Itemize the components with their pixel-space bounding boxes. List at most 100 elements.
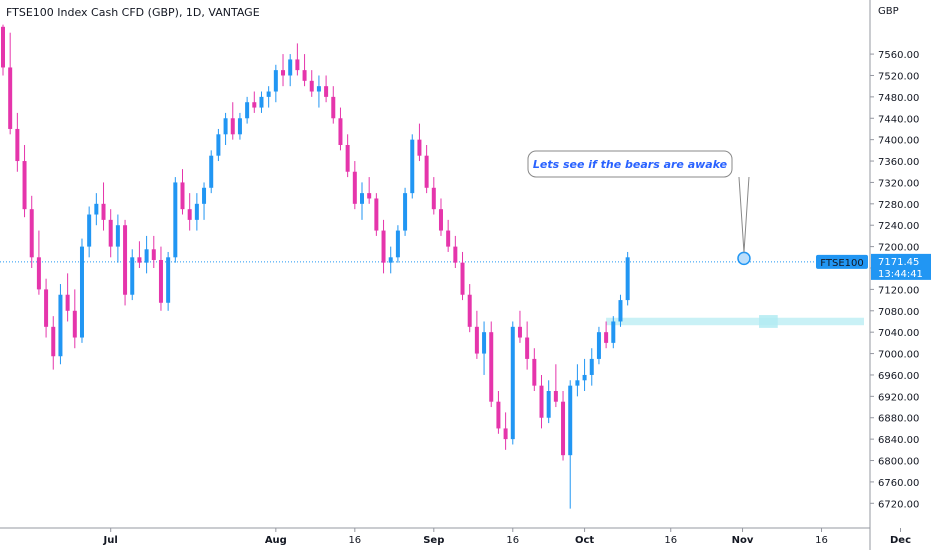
candle	[510, 321, 515, 445]
candle	[309, 70, 314, 97]
callout-pointer-mask	[739, 176, 748, 178]
candle	[8, 32, 13, 135]
candle	[568, 380, 573, 509]
candle-body	[94, 203, 99, 215]
candle-body	[611, 321, 616, 343]
candle	[417, 123, 422, 162]
candle	[374, 193, 379, 236]
last-price-value: 7171.45	[878, 257, 919, 268]
candle	[345, 134, 350, 178]
candle-body	[230, 118, 235, 135]
candle-body	[187, 209, 192, 220]
candle-body	[403, 193, 408, 231]
y-tick-label: 6920.00	[878, 392, 919, 403]
y-tick-label: 7080.00	[878, 307, 919, 318]
candle-body	[532, 358, 537, 386]
candle	[496, 391, 501, 434]
candle	[87, 206, 92, 258]
x-tick-label: 16	[815, 535, 828, 546]
candle	[223, 112, 228, 145]
candle	[489, 321, 494, 408]
candle-body	[144, 249, 149, 263]
candle	[460, 251, 465, 301]
candle-body	[388, 257, 393, 263]
x-tick-label: Aug	[265, 535, 287, 546]
candle	[539, 374, 544, 429]
candle	[302, 54, 307, 87]
candle-body	[237, 118, 242, 135]
candle-body	[424, 155, 429, 188]
candle-body	[446, 230, 451, 247]
candle	[158, 246, 163, 311]
bar-countdown: 13:44:41	[878, 269, 923, 280]
support-zone-layer	[606, 315, 864, 328]
candle	[381, 219, 386, 274]
candle	[72, 289, 77, 349]
candle	[151, 235, 156, 268]
candle-body	[338, 118, 343, 145]
candle-body	[1, 26, 5, 68]
symbol-tag-label: FTSE100	[820, 258, 863, 269]
y-tick-label: 6760.00	[878, 478, 919, 489]
candle-body	[517, 326, 522, 338]
candle	[29, 195, 34, 268]
y-tick-label: 7280.00	[878, 200, 919, 211]
candle-body	[474, 326, 479, 354]
candle	[94, 193, 99, 226]
candle	[144, 235, 149, 274]
candle	[589, 348, 594, 386]
candle	[360, 182, 364, 220]
candle	[517, 310, 522, 343]
x-tick-label: Nov	[732, 535, 754, 546]
candle	[273, 64, 278, 103]
x-tick-label: Oct	[575, 535, 594, 546]
candle	[611, 316, 616, 349]
candle	[388, 246, 393, 274]
candle	[1, 24, 5, 76]
candle	[403, 187, 408, 236]
candle-body	[123, 225, 128, 295]
currency-label: GBP	[878, 6, 899, 17]
zone-band	[606, 317, 864, 326]
candle	[453, 235, 458, 268]
candle-body	[367, 193, 372, 199]
symbol-tag	[816, 254, 868, 269]
candle	[525, 321, 530, 370]
candle	[123, 219, 128, 306]
candle	[202, 182, 207, 220]
candle-body	[489, 332, 494, 402]
candle-body	[417, 139, 422, 156]
candle-body	[101, 203, 106, 220]
candle	[324, 75, 329, 103]
candle	[281, 54, 286, 87]
candle-body	[180, 182, 185, 210]
candle	[503, 412, 508, 450]
candle	[108, 209, 113, 258]
candle-body	[431, 187, 436, 210]
y-tick-label: 7040.00	[878, 328, 919, 339]
candle-body	[8, 67, 13, 129]
candle-body	[259, 96, 264, 108]
y-tick-label: 7520.00	[878, 71, 919, 82]
candle	[561, 391, 566, 461]
candle-body	[496, 401, 501, 429]
candle-body	[15, 128, 20, 162]
candle	[438, 198, 443, 236]
candle	[36, 230, 41, 295]
candle-body	[295, 59, 300, 71]
candle-body	[467, 294, 472, 327]
candle	[618, 294, 623, 327]
y-tick-label: 6720.00	[878, 499, 919, 510]
y-tick-label: 7320.00	[878, 178, 919, 189]
candle-body	[252, 102, 257, 108]
candle-body	[575, 380, 580, 386]
candle-body	[539, 385, 544, 418]
candle	[316, 75, 321, 108]
y-tick-label: 7000.00	[878, 350, 919, 361]
candle-body	[79, 246, 84, 338]
candle-body	[137, 257, 142, 263]
candle	[79, 238, 84, 343]
